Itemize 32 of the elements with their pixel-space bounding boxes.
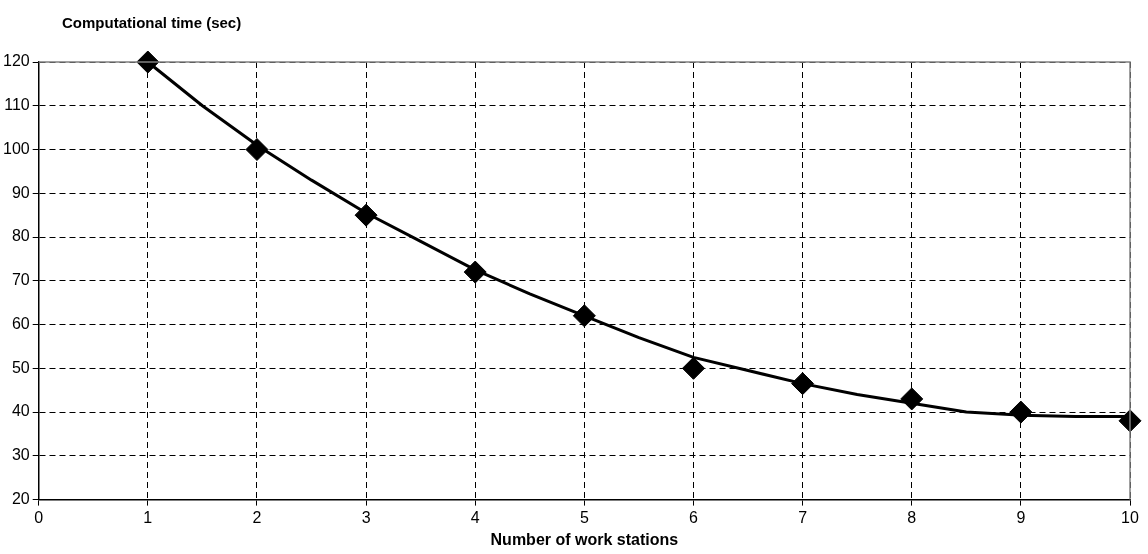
y-tick-label: 120: [2, 52, 30, 70]
point: [681, 356, 705, 380]
y-tick-label: 40: [11, 402, 30, 420]
y-tick-label: 20: [11, 490, 30, 508]
y-tick-label: 50: [11, 358, 30, 376]
y-tick-label: 70: [11, 271, 30, 289]
x-tick-label: 1: [143, 508, 153, 526]
x-tick-label: 5: [579, 508, 589, 526]
x-tick-label: 4: [470, 508, 480, 526]
point: [791, 372, 815, 396]
x-axis-title: Number of work stations: [490, 530, 679, 548]
y-tick-label: 80: [11, 227, 30, 245]
point: [572, 304, 596, 328]
x-tick-label: 3: [361, 508, 371, 526]
point: [900, 387, 924, 411]
x-tick-label: 2: [252, 508, 262, 526]
y-tick-label: 60: [11, 314, 30, 332]
x-tick-label: 0: [34, 508, 44, 526]
y-tick-label: 110: [4, 96, 30, 114]
x-tick-label: 6: [689, 508, 699, 526]
y-tick-label: 90: [11, 183, 30, 201]
x-tick-label: 8: [907, 508, 917, 526]
point: [354, 203, 378, 227]
point: [463, 260, 487, 284]
x-tick-label: 10: [1121, 508, 1139, 526]
y-tick-label: 30: [11, 446, 30, 464]
x-tick-label: 7: [798, 508, 808, 526]
y-tick-label: 100: [2, 139, 30, 157]
chart-title: Computational time (sec): [62, 14, 242, 31]
point: [245, 138, 269, 162]
point: [1009, 400, 1033, 424]
x-tick-label: 9: [1016, 508, 1026, 526]
